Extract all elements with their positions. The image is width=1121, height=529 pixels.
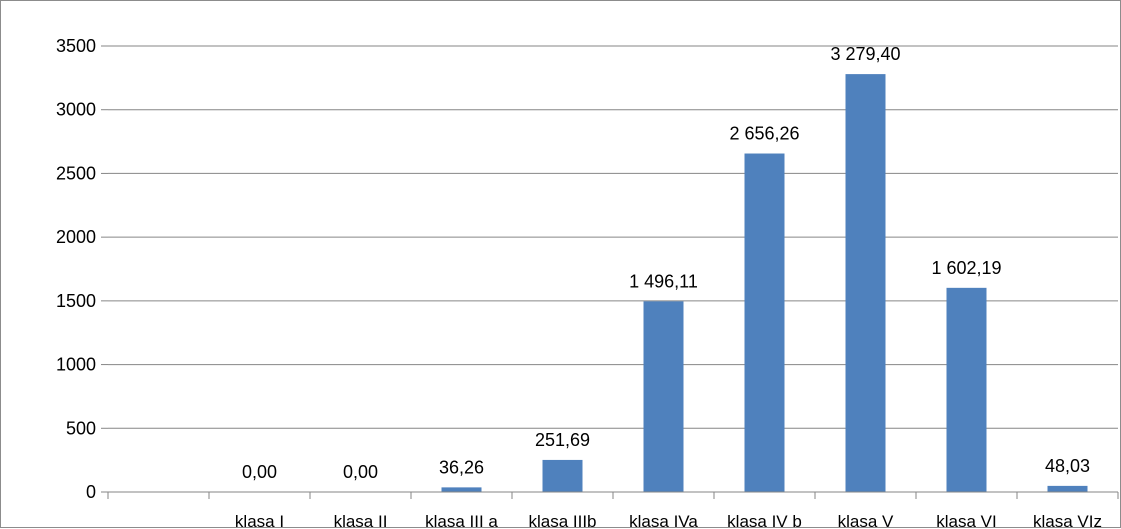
x-axis [107, 491, 1119, 499]
bar [542, 459, 583, 492]
data-label: 0,00 [343, 462, 378, 482]
bars [441, 74, 1088, 492]
y-tick-label: 3500 [56, 36, 96, 56]
category-label: klasa II [334, 512, 388, 529]
bar [946, 287, 987, 492]
category-label: klasa VI [936, 512, 996, 529]
y-tick-label: 500 [66, 418, 96, 438]
category-label: klasa IVa [629, 512, 698, 529]
bar [1047, 485, 1088, 492]
gridlines [101, 45, 1118, 493]
data-label: 1 496,11 [629, 271, 698, 291]
x-axis-category-labels: klasa I klasa II klasa III a klasa IIIb klas… [235, 512, 1102, 529]
category-label: klasa IV b [727, 512, 802, 529]
data-label: 0,00 [242, 462, 277, 482]
data-label: 251,69 [535, 430, 590, 450]
category-label: klasa IIIb [528, 512, 596, 529]
data-label: 36,26 [439, 457, 484, 477]
y-axis-tick-labels: 0 500 1000 1500 2000 2500 3000 3500 [56, 36, 96, 502]
y-tick-label: 2000 [56, 227, 96, 247]
bar [441, 487, 482, 492]
data-label: 3 279,40 [830, 44, 900, 64]
bar [744, 153, 785, 492]
category-label: klasa VIz [1033, 512, 1102, 529]
category-label: klasa V [838, 512, 894, 529]
y-tick-label: 2500 [56, 163, 96, 183]
data-label: 2 656,26 [729, 124, 799, 144]
y-tick-label: 1500 [56, 291, 96, 311]
data-labels: 0,00 0,00 36,26 251,69 1 496,11 2 656,26 3 279… [242, 44, 1090, 482]
y-tick-label: 1000 [56, 355, 96, 375]
bar [845, 74, 886, 492]
category-label: klasa I [235, 512, 284, 529]
y-tick-label: 3000 [56, 100, 96, 120]
y-tick-label: 0 [86, 482, 96, 502]
bar [643, 301, 684, 492]
category-label: klasa III a [425, 512, 498, 529]
data-label: 48,03 [1045, 456, 1090, 476]
data-label: 1 602,19 [931, 258, 1001, 278]
